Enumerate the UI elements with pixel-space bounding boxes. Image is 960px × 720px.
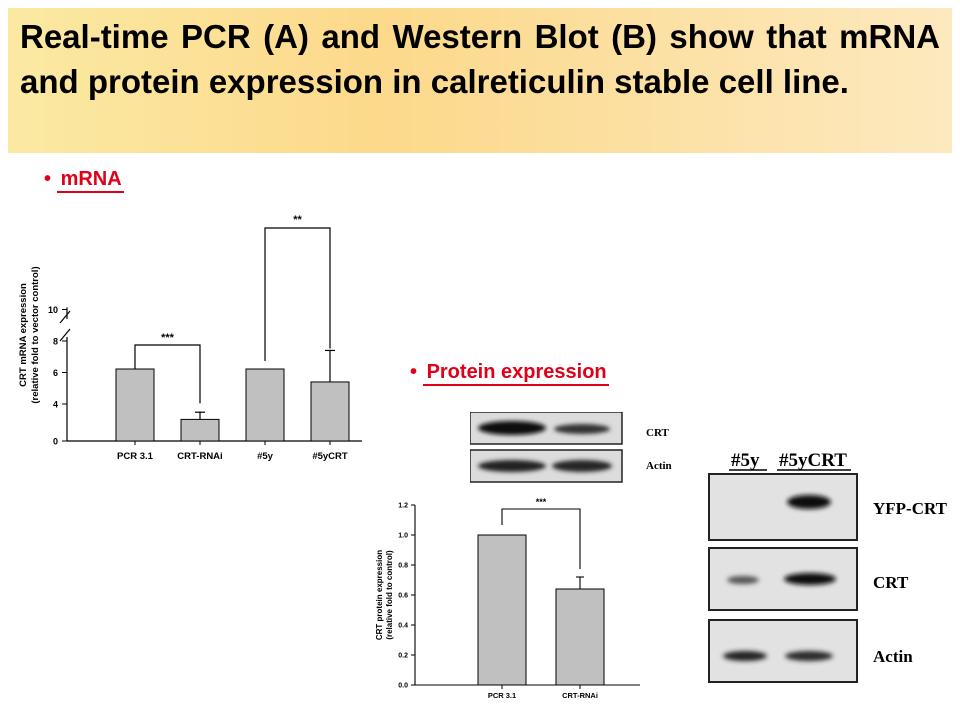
y-tick-label: 0.2	[398, 653, 408, 660]
x-tick-label: CRT-RNAi	[177, 451, 222, 462]
mrna-chart: 10 8 6 4 0 CRT mRNA expression (relative fold …	[18, 214, 362, 462]
y-tick-label: 6	[53, 368, 58, 378]
significance-label: **	[293, 214, 302, 226]
blot-panel-actin	[708, 619, 858, 683]
significance-bracket	[264, 227, 331, 361]
y-tick-label: 0.8	[398, 563, 408, 570]
y-tick-label: 8	[53, 337, 58, 347]
bullet-protein-label: Protein expression	[422, 361, 609, 386]
bar-0	[115, 368, 155, 442]
western-blot-large: #5y #5yCRT YFP-CRT CRT Actin	[708, 450, 948, 683]
y-tick-label: 0.4	[398, 623, 408, 630]
x-tick-label: CRT-RNAi	[562, 691, 598, 700]
y-axis-label-2: (relative fold to vector control)	[30, 266, 41, 403]
band	[784, 573, 836, 585]
blot-label-crt: CRT	[873, 573, 909, 592]
bar-1	[555, 588, 605, 686]
x-tick-label: #5yCRT	[312, 451, 348, 462]
y-tick-label: 10	[48, 305, 58, 315]
blot-label-actin: Actin	[873, 647, 913, 666]
blot-panel-yfp-crt	[708, 473, 858, 541]
title-banner: Real-time PCR (A) and Western Blot (B) s…	[8, 8, 952, 153]
y-axis-label: CRT protein expression	[375, 550, 384, 640]
bullet-mrna-label: mRNA	[56, 168, 124, 193]
y-tick-label: 0.6	[398, 593, 408, 600]
y-axis-label: CRT mRNA expression	[18, 283, 29, 387]
band	[785, 651, 833, 661]
axis-break-mark	[59, 310, 71, 324]
band	[723, 651, 767, 661]
y-tick-label: 1.2	[398, 503, 408, 510]
x-tick-label: #5y	[257, 451, 274, 462]
band	[478, 421, 546, 435]
y-tick-label: 4	[53, 400, 58, 410]
protein-chart: 0.0 0.2 0.4 0.6 0.8 1.0 1.2 CRT protein express…	[375, 497, 640, 700]
significance-label: ***	[536, 497, 547, 507]
y-tick-label: 0	[53, 437, 58, 447]
band	[478, 460, 546, 472]
western-blot-small: CRT Actin	[470, 412, 672, 483]
lane-label-5ycrt: #5yCRT	[779, 450, 847, 471]
x-tick-label: PCR 3.1	[488, 691, 516, 700]
y-tick-label: 1.0	[398, 533, 408, 540]
band	[552, 460, 612, 472]
band	[727, 576, 759, 584]
bar-3	[310, 381, 350, 442]
y-axis-label-2: (relative fold to control)	[385, 550, 394, 640]
axis-break-mark	[59, 328, 71, 342]
bar-1	[180, 418, 220, 442]
significance-label: ***	[161, 332, 175, 344]
band	[554, 424, 610, 434]
significance-bracket	[134, 344, 201, 404]
blot-label-yfp-crt: YFP-CRT	[873, 499, 948, 518]
significance-bracket	[501, 508, 581, 569]
lane-label-5y: #5y	[731, 450, 760, 471]
slide-title: Real-time PCR (A) and Western Blot (B) s…	[20, 18, 940, 100]
bar-0	[477, 534, 527, 686]
bar-2	[245, 368, 285, 442]
y-tick-label: 0.0	[398, 683, 408, 690]
x-tick-label: PCR 3.1	[117, 451, 154, 462]
bullet-protein: • Protein expression	[410, 361, 609, 386]
blot-label-actin: Actin	[646, 460, 672, 472]
blot-label-crt: CRT	[646, 427, 670, 439]
band	[787, 495, 831, 509]
bullet-mrna: • mRNA	[44, 168, 124, 193]
